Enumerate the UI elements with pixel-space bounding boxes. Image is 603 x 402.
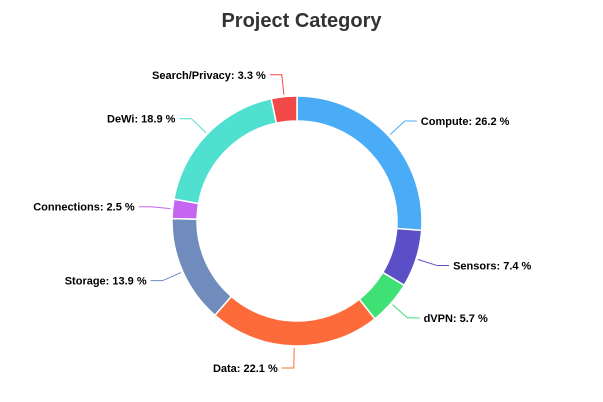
label-dvpn: dVPN: 5.7 % bbox=[424, 313, 488, 325]
label-storage: Storage: 13.9 % bbox=[65, 276, 147, 288]
slice-labels: Compute: 26.2 % Sensors: 7.4 % dVPN: 5.7 %… bbox=[33, 70, 531, 375]
label-sensors: Sensors: 7.4 % bbox=[453, 261, 531, 273]
slice-compute[interactable] bbox=[296, 95, 423, 232]
leader-dewi bbox=[179, 118, 207, 133]
leader-search-privacy bbox=[269, 74, 285, 95]
slice-dewi[interactable] bbox=[173, 97, 278, 205]
leader-compute bbox=[389, 120, 417, 136]
label-connections: Connections: 2.5 % bbox=[33, 202, 135, 214]
label-compute: Compute: 26.2 % bbox=[421, 116, 510, 128]
label-dewi: DeWi: 18.9 % bbox=[107, 114, 176, 126]
label-search-privacy: Search/Privacy: 3.3 % bbox=[152, 70, 266, 82]
leader-sensors bbox=[417, 259, 450, 267]
donut-slices bbox=[171, 95, 423, 347]
leader-data bbox=[281, 347, 295, 369]
leader-connections bbox=[138, 206, 171, 210]
slice-search-privacy[interactable] bbox=[270, 95, 298, 125]
label-data: Data: 22.1 % bbox=[213, 363, 278, 375]
leader-lines bbox=[138, 74, 450, 369]
slice-data[interactable] bbox=[213, 295, 376, 347]
slice-storage[interactable] bbox=[171, 217, 233, 317]
leader-storage bbox=[150, 272, 182, 282]
chart-title: Project Category bbox=[221, 10, 382, 32]
leader-dvpn bbox=[392, 304, 420, 319]
